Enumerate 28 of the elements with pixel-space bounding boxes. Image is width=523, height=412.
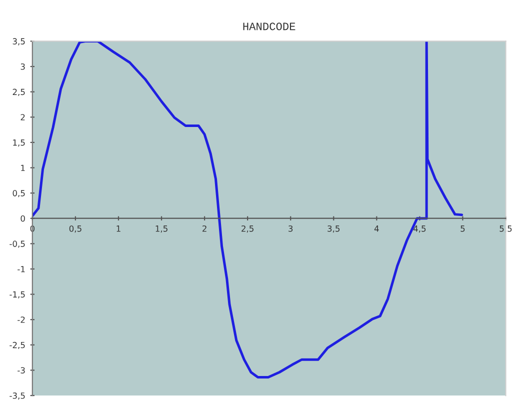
y-tick-label: 2 [20,114,25,120]
x-tick-label: 2 [202,225,206,232]
y-tick-label: -1 [18,266,25,272]
y-tick-label: 1,5 [13,140,25,147]
y-tick-label: 3 [20,63,25,70]
y-tick-label: 1 [21,164,25,171]
y-tick-label: 2,5 [12,88,25,96]
y-tick-label: -3,5 [10,392,25,400]
y-tick-label: 0 [20,215,25,222]
y-tick-label: -0,5 [10,240,25,248]
x-tick-label: 2,5 [242,225,254,233]
x-tick-label: 1 [116,226,120,232]
y-tick-label: 0,5 [12,190,25,198]
x-tick-label: 4,5 [413,226,426,233]
y-tick-label: -2,5 [10,342,25,350]
x-tick-label: 5 [460,226,465,232]
x-tick-label: 3 [288,225,293,232]
y-tick-label: -2 [18,316,25,323]
x-tick-label: 0,5 [69,225,82,233]
x-tick-label: 3,5 [328,225,340,233]
line-series [32,41,464,379]
y-tick-label: -1,5 [10,291,25,298]
chart-title: HANDCODE [243,22,296,30]
y-tick-label: -3 [18,367,25,374]
y-tick-label: 3,5 [12,38,25,46]
x-tick-label: 4 [374,226,379,232]
x-tick-label: 1,5 [156,226,168,233]
x-tick-label: 5,5 [500,226,512,233]
